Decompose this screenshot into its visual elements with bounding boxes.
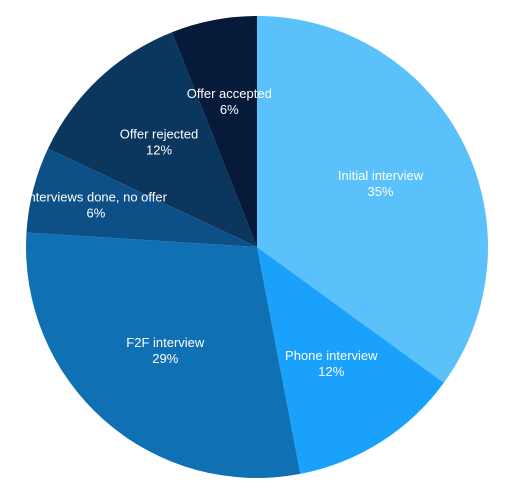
slice-percent-3: 6% [87, 206, 106, 221]
pie-slice-4 [47, 32, 258, 247]
slice-label-1: Phone interview [285, 348, 378, 363]
slice-percent-0: 35% [367, 184, 393, 199]
pie-slices [26, 15, 488, 479]
slice-percent-4: 12% [146, 143, 172, 158]
pie-slice-0 [257, 16, 488, 383]
slice-label-0: Initial interview [338, 168, 424, 183]
slice-label-5: Offer accepted [187, 86, 272, 101]
slice-percent-5: 6% [220, 102, 239, 117]
slice-percent-1: 12% [318, 364, 344, 379]
pie-slice-5 [171, 15, 257, 247]
pie-slice-3 [26, 148, 258, 247]
slice-label-4: Offer rejected [120, 127, 199, 142]
pie-slice-2 [26, 232, 301, 479]
slice-label-3: Interviews done, no offer [25, 190, 168, 205]
slice-percent-2: 29% [152, 351, 178, 366]
pie-slice-1 [257, 247, 444, 474]
slice-label-2: F2F interview [126, 335, 205, 350]
